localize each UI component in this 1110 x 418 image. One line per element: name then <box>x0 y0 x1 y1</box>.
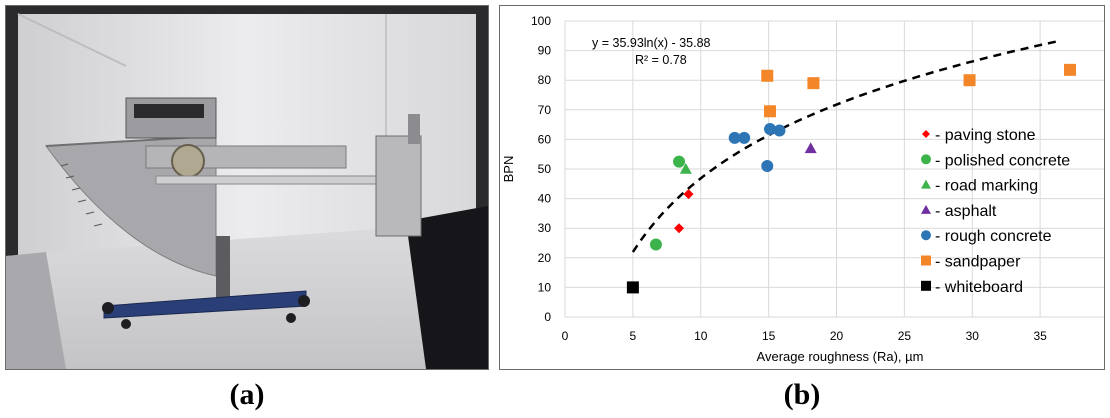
legend-label: - paving stone <box>935 127 1036 144</box>
y-tick-labels: 0 10 20 30 40 50 60 70 80 90 100 <box>531 14 551 324</box>
y-axis-label: BPN <box>501 156 516 183</box>
trendline <box>631 39 1061 253</box>
y-tick-label: 70 <box>538 103 552 117</box>
x-tick-label: 30 <box>966 329 980 343</box>
data-point <box>728 131 741 144</box>
panel-a-label: (a) <box>229 378 265 411</box>
x-tick-label: 5 <box>630 329 637 343</box>
legend: - paving stone - polished concrete - road … <box>921 127 1070 296</box>
data-point <box>761 69 774 82</box>
x-tick-label: 20 <box>830 329 844 343</box>
data-point <box>673 155 686 168</box>
data-point <box>1063 63 1076 76</box>
legend-label: - rough concrete <box>935 228 1052 245</box>
legend-marker <box>921 230 931 241</box>
legend-label: - asphalt <box>935 203 997 220</box>
legend-label: - sandpaper <box>935 254 1021 271</box>
legend-marker <box>921 179 931 189</box>
y-tick-label: 50 <box>538 162 552 176</box>
data-point <box>626 281 639 294</box>
legend-marker <box>921 154 931 165</box>
x-tick-label: 0 <box>562 329 569 343</box>
y-tick-label: 0 <box>544 310 551 324</box>
y-tick-label: 90 <box>538 44 552 58</box>
y-tick-label: 40 <box>538 192 552 206</box>
legend-marker <box>922 130 930 138</box>
x-tick-label: 25 <box>898 329 912 343</box>
panel-b-label: (b) <box>783 378 821 411</box>
y-tick-label: 30 <box>538 221 552 235</box>
legend-label: - whiteboard <box>935 279 1023 296</box>
data-point <box>804 142 817 154</box>
data-point <box>649 238 662 251</box>
legend-marker <box>921 280 931 291</box>
data-points <box>626 63 1076 294</box>
legend-marker <box>921 204 931 214</box>
trendline-r-squared: R² = 0.78 <box>635 53 687 67</box>
y-tick-label: 100 <box>531 14 551 28</box>
x-tick-labels: 051015202530354 <box>562 329 1110 343</box>
data-point <box>761 160 774 173</box>
y-tick-label: 80 <box>538 73 552 87</box>
data-point <box>763 105 776 118</box>
x-axis-label: Average roughness (Ra), µm <box>757 349 924 364</box>
y-tick-label: 20 <box>538 251 552 265</box>
data-point <box>683 189 694 200</box>
pendulum-tester-photo <box>6 6 488 369</box>
legend-label: - polished concrete <box>935 152 1070 169</box>
x-tick-label: 10 <box>694 329 708 343</box>
legend-marker <box>921 255 931 266</box>
data-point <box>773 124 786 137</box>
data-point <box>679 163 692 174</box>
x-tick-label: 35 <box>1033 329 1047 343</box>
data-point <box>963 74 976 87</box>
data-point <box>763 123 776 136</box>
trendline-equation: y = 35.93ln(x) - 35.88 <box>592 36 711 50</box>
photo-panel <box>5 5 489 370</box>
data-point <box>674 223 685 234</box>
x-tick-label: 15 <box>762 329 776 343</box>
y-tick-label: 60 <box>538 132 552 146</box>
data-point <box>807 77 820 90</box>
data-point <box>738 131 751 144</box>
legend-label: - road marking <box>935 178 1038 195</box>
y-tick-label: 10 <box>538 280 552 294</box>
